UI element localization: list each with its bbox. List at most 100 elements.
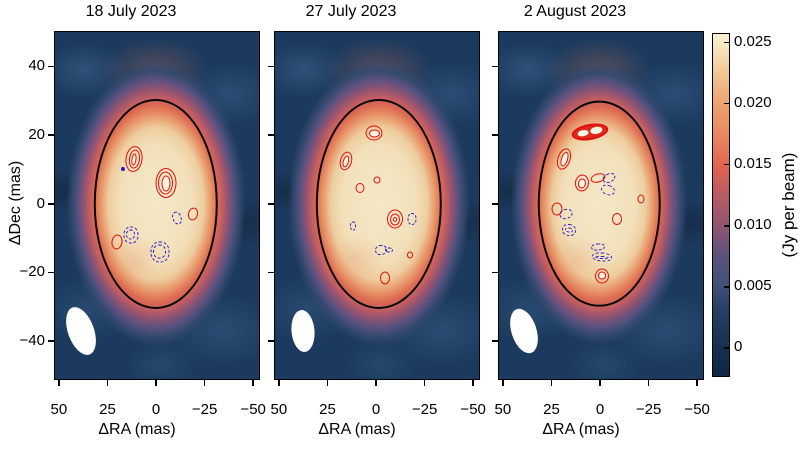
y-tick xyxy=(492,65,499,68)
contour-ring xyxy=(576,177,587,189)
contour-ring xyxy=(121,167,125,172)
y-tick xyxy=(48,340,55,342)
x-tick xyxy=(599,379,601,386)
x-tick-label: −50 xyxy=(460,401,486,418)
y-tick xyxy=(268,340,275,342)
contour-ring xyxy=(393,216,398,222)
contour-ring xyxy=(558,150,570,168)
contour-ring xyxy=(150,241,170,263)
colorbar-tick xyxy=(724,163,729,166)
colorbar-tick-label: 0.015 xyxy=(734,154,772,172)
x-tick xyxy=(203,379,206,386)
heatmap-panel-3: 2 August 2023 50 25 0 −25 −50 ΔRA (mas) xyxy=(492,3,710,438)
contour-ring xyxy=(379,271,390,285)
colorbar-tick-label: 0.005 xyxy=(734,276,772,294)
contour-ring xyxy=(594,254,610,260)
contour-ring xyxy=(407,251,414,259)
x-tick-label: −50 xyxy=(684,401,710,418)
contour-ring xyxy=(611,213,622,226)
colorbar-tick xyxy=(724,41,729,44)
x-tick xyxy=(278,379,280,386)
panel-title: 27 July 2023 xyxy=(305,3,397,20)
y-tick xyxy=(48,134,55,136)
x-tick-label: −50 xyxy=(240,401,266,418)
x-tick-label: 25 xyxy=(99,401,116,418)
y-tick xyxy=(492,340,499,342)
heatmap-panel-1: 18 July 2023 50 25 0 −25 −50 40 20 0 −20 −40 ΔRA (m… xyxy=(20,3,266,438)
contour-ring xyxy=(407,213,417,226)
stellar-disk-outline xyxy=(315,98,443,309)
contour-ring xyxy=(594,268,609,284)
y-tick xyxy=(48,65,55,68)
y-tick-label: −20 xyxy=(19,263,45,281)
colorbar-tick xyxy=(724,286,729,288)
y-tick-label: 0 xyxy=(36,194,45,212)
contour-ring xyxy=(155,168,177,199)
contour-ring xyxy=(161,175,171,192)
x-tick xyxy=(106,379,109,386)
y-tick xyxy=(268,134,275,136)
colorbar-tick xyxy=(724,347,729,349)
contour-ring xyxy=(126,148,141,170)
x-tick xyxy=(696,379,698,386)
colorbar-tick-label: 0.020 xyxy=(734,93,772,111)
contour-ring xyxy=(130,152,137,166)
panel-title: 2 August 2023 xyxy=(523,3,627,20)
peanut-lobe xyxy=(577,129,589,137)
y-tick xyxy=(48,202,55,205)
contour-ring xyxy=(390,213,401,226)
y-tick xyxy=(492,202,499,205)
x-tick-label: 0 xyxy=(371,401,381,418)
x-axis-label: ΔRA (mas) xyxy=(542,421,620,438)
x-tick xyxy=(58,379,60,386)
peanut-lobe xyxy=(590,125,604,135)
contour-ring xyxy=(341,154,351,168)
x-tick-label: 50 xyxy=(50,401,68,418)
x-tick xyxy=(423,379,426,386)
y-tick-label: 40 xyxy=(28,57,45,75)
contour-ring xyxy=(365,125,383,141)
x-tick-label: 0 xyxy=(595,401,605,418)
colorbar-tick-label: 0.010 xyxy=(734,215,772,233)
x-axis-label: ΔRA (mas) xyxy=(98,421,176,438)
x-tick xyxy=(502,379,504,386)
x-tick-label: 50 xyxy=(270,401,288,418)
x-tick-label: −25 xyxy=(191,401,218,418)
x-tick xyxy=(550,379,553,386)
x-tick xyxy=(472,379,474,386)
colorbar-tick-label: 0.025 xyxy=(734,32,772,50)
x-tick xyxy=(326,379,329,386)
y-tick-label: 20 xyxy=(28,126,45,144)
colorbar-tick xyxy=(724,102,729,105)
x-tick xyxy=(252,379,254,386)
contour-ring xyxy=(384,247,393,253)
x-tick-label: −25 xyxy=(635,401,662,418)
contour-ring xyxy=(373,176,381,184)
colorbar-tick xyxy=(724,224,729,227)
x-tick xyxy=(647,379,650,386)
contour-ring xyxy=(349,221,356,231)
x-tick xyxy=(375,379,377,386)
contour-ring xyxy=(158,171,174,195)
contour-ring xyxy=(153,244,167,259)
colorbar-tick-label: 0 xyxy=(734,337,743,355)
x-tick-label: 0 xyxy=(151,401,161,418)
x-tick xyxy=(155,379,157,386)
stellar-disk-outline xyxy=(93,98,219,309)
heatmap-panel-2: 27 July 2023 50 25 0 −25 −50 ΔRA (mas) xyxy=(268,3,486,438)
y-tick xyxy=(268,65,275,68)
contour-ring xyxy=(387,209,404,229)
beam-ellipse xyxy=(505,305,544,357)
panel-title: 18 July 2023 xyxy=(85,3,177,20)
y-tick xyxy=(492,134,499,136)
colorbar-label: (Jy per beam) xyxy=(779,152,798,258)
x-axis-label: ΔRA (mas) xyxy=(318,421,396,438)
stellar-disk-outline xyxy=(537,100,661,308)
y-tick-label: −40 xyxy=(19,332,45,350)
x-tick-label: −25 xyxy=(411,401,438,418)
y-tick xyxy=(48,271,55,274)
contour-ring xyxy=(355,183,365,194)
contour-ring xyxy=(564,226,574,233)
y-tick xyxy=(492,271,499,274)
